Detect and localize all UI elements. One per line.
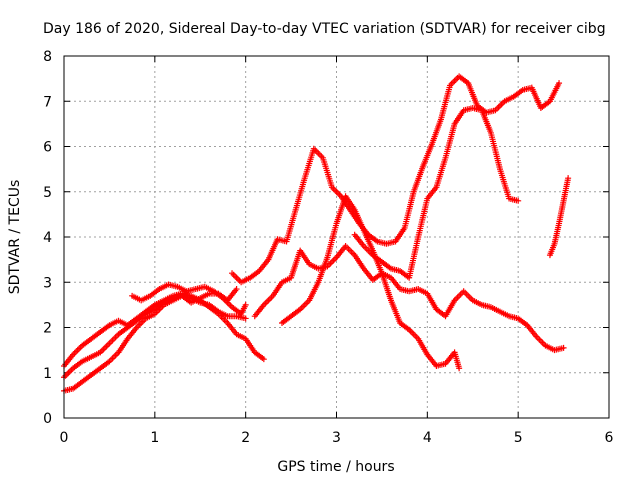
series-track-4: [129, 281, 249, 317]
series-track-5: [229, 73, 563, 286]
data-point-marker: [565, 175, 572, 182]
x-tick-label: 3: [332, 430, 341, 446]
y-tick-label: 1: [43, 366, 52, 382]
data-point-marker: [242, 315, 249, 322]
y-tick-label: 8: [43, 49, 52, 65]
chart-title: Day 186 of 2020, Sidereal Day-to-day VTE…: [43, 21, 606, 37]
y-tick-label: 7: [43, 94, 52, 110]
series-track-8: [351, 105, 522, 281]
data-points: [61, 73, 572, 394]
y-axis-label: SDTVAR / TECUs: [7, 180, 23, 295]
plot-frame: [63, 55, 610, 419]
y-tick-label: 6: [43, 140, 52, 156]
data-point-marker: [556, 80, 563, 87]
series-track-7: [279, 193, 463, 372]
axis-ticks: 0 1 2 3 4 5 6 0 1 2 3 4 5 6 7 8: [43, 49, 613, 446]
x-tick-label: 0: [60, 430, 69, 446]
data-point-marker: [233, 286, 240, 293]
y-tick-label: 5: [43, 185, 52, 201]
data-point-marker: [515, 197, 522, 204]
data-point-marker: [242, 301, 249, 308]
y-tick-label: 2: [43, 321, 52, 337]
x-axis-label: GPS time / hours: [277, 459, 394, 475]
x-tick-label: 6: [605, 430, 614, 446]
x-tick-label: 1: [150, 430, 159, 446]
series-track-9: [546, 175, 572, 259]
y-tick-label: 3: [43, 275, 52, 291]
x-tick-label: 4: [423, 430, 432, 446]
grid-lines: [64, 56, 609, 418]
x-tick-label: 2: [241, 430, 250, 446]
data-point-marker: [456, 365, 463, 372]
y-tick-label: 4: [43, 230, 52, 246]
x-tick-label: 5: [514, 430, 523, 446]
data-point-marker: [260, 356, 267, 363]
series-track-6: [251, 243, 567, 354]
data-point-marker: [560, 344, 567, 351]
y-tick-label: 0: [43, 411, 52, 427]
